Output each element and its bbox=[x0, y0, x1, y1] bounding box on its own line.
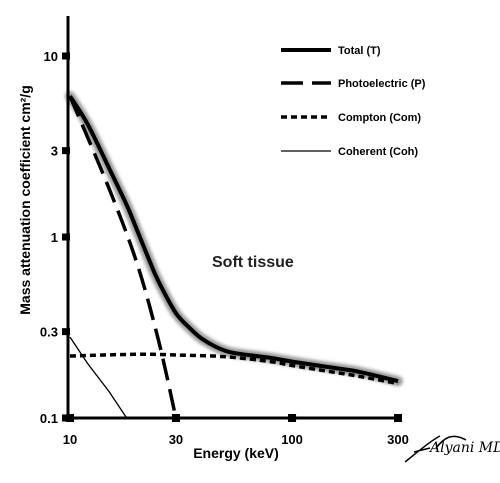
y-tick-label: 10 bbox=[44, 49, 58, 64]
y-tick-label: 0.3 bbox=[40, 325, 58, 340]
axes bbox=[66, 16, 402, 420]
series-layer bbox=[65, 91, 403, 419]
tick-layer: 10 30 100 300 0.1 0.3 1 3 10 bbox=[40, 49, 409, 447]
legend-label: Compton (Com) bbox=[338, 112, 421, 124]
legend: Total (T) Photoelectric (P) Compton (Com) C… bbox=[281, 45, 426, 158]
series-line-compton-com bbox=[69, 352, 399, 386]
y-axis-title: Mass attenuation coefficient cm²/g bbox=[17, 85, 33, 314]
y-tick-label: 1 bbox=[51, 230, 58, 245]
svg-text:Alyani MD: Alyani MD bbox=[428, 440, 500, 456]
legend-label: Coherent (Coh) bbox=[338, 146, 418, 158]
y-tick-mark bbox=[62, 414, 70, 422]
x-tick-label: 10 bbox=[63, 432, 77, 447]
y-tick-mark bbox=[62, 328, 70, 336]
x-axis-title: Energy (keV) bbox=[193, 445, 279, 461]
series-line-coherent-coh bbox=[69, 336, 128, 419]
y-tick-label: 3 bbox=[51, 144, 58, 159]
y-tick-mark bbox=[62, 52, 70, 60]
legend-label: Total (T) bbox=[338, 45, 381, 57]
y-tick-label: 0.1 bbox=[40, 411, 58, 426]
signature: Alyani MD bbox=[404, 435, 500, 463]
y-tick-mark bbox=[62, 233, 70, 241]
x-tick-label: 300 bbox=[387, 432, 409, 447]
x-tick-mark bbox=[288, 414, 297, 422]
soft-tissue-annotation: Soft tissue bbox=[212, 254, 294, 271]
series-line-total-t-glow bbox=[65, 91, 403, 387]
y-tick-mark bbox=[62, 147, 70, 155]
legend-label: Photoelectric (P) bbox=[338, 78, 426, 90]
x-tick-mark bbox=[394, 414, 402, 422]
series-line-total-t bbox=[68, 95, 399, 384]
series-line-photoelectric-p bbox=[68, 95, 178, 419]
x-tick-mark bbox=[171, 414, 180, 422]
x-tick-label: 100 bbox=[281, 432, 303, 447]
x-tick-label: 30 bbox=[169, 432, 183, 447]
